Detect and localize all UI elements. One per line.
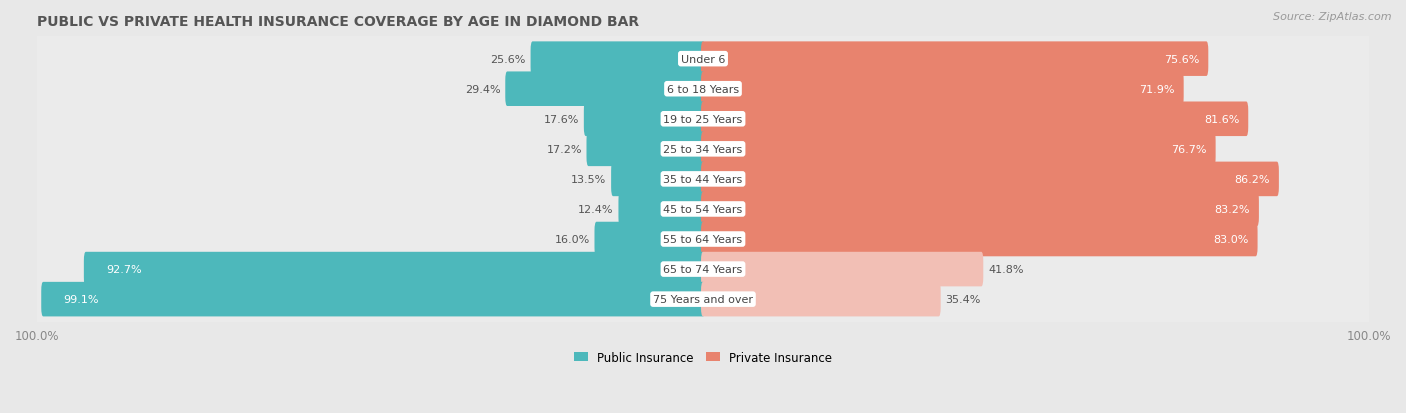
FancyBboxPatch shape xyxy=(702,132,1216,167)
FancyBboxPatch shape xyxy=(34,270,1372,329)
FancyBboxPatch shape xyxy=(612,162,704,197)
FancyBboxPatch shape xyxy=(619,192,704,227)
FancyBboxPatch shape xyxy=(702,222,1257,257)
Text: 81.6%: 81.6% xyxy=(1204,114,1240,124)
FancyBboxPatch shape xyxy=(34,90,1372,149)
Text: 75.6%: 75.6% xyxy=(1164,55,1199,64)
FancyBboxPatch shape xyxy=(702,192,1258,227)
FancyBboxPatch shape xyxy=(702,282,941,317)
Text: 71.9%: 71.9% xyxy=(1139,85,1175,95)
Text: 41.8%: 41.8% xyxy=(988,264,1024,274)
Text: PUBLIC VS PRIVATE HEALTH INSURANCE COVERAGE BY AGE IN DIAMOND BAR: PUBLIC VS PRIVATE HEALTH INSURANCE COVER… xyxy=(37,15,640,29)
FancyBboxPatch shape xyxy=(702,72,1184,107)
Text: 25 to 34 Years: 25 to 34 Years xyxy=(664,145,742,154)
FancyBboxPatch shape xyxy=(34,60,1372,119)
Text: 16.0%: 16.0% xyxy=(554,235,591,244)
Text: 65 to 74 Years: 65 to 74 Years xyxy=(664,264,742,274)
Legend: Public Insurance, Private Insurance: Public Insurance, Private Insurance xyxy=(571,347,835,367)
FancyBboxPatch shape xyxy=(702,42,1208,77)
FancyBboxPatch shape xyxy=(530,42,704,77)
FancyBboxPatch shape xyxy=(41,282,704,317)
Text: 45 to 54 Years: 45 to 54 Years xyxy=(664,204,742,214)
FancyBboxPatch shape xyxy=(34,180,1372,239)
Text: Source: ZipAtlas.com: Source: ZipAtlas.com xyxy=(1274,12,1392,22)
Text: 29.4%: 29.4% xyxy=(465,85,501,95)
Text: 12.4%: 12.4% xyxy=(578,204,614,214)
Text: 99.1%: 99.1% xyxy=(63,294,98,304)
Text: 17.2%: 17.2% xyxy=(547,145,582,154)
FancyBboxPatch shape xyxy=(84,252,704,287)
FancyBboxPatch shape xyxy=(583,102,704,137)
Text: 19 to 25 Years: 19 to 25 Years xyxy=(664,114,742,124)
Text: 6 to 18 Years: 6 to 18 Years xyxy=(666,85,740,95)
FancyBboxPatch shape xyxy=(34,210,1372,269)
Text: 17.6%: 17.6% xyxy=(544,114,579,124)
Text: 13.5%: 13.5% xyxy=(571,174,606,185)
FancyBboxPatch shape xyxy=(702,252,983,287)
FancyBboxPatch shape xyxy=(505,72,704,107)
Text: 55 to 64 Years: 55 to 64 Years xyxy=(664,235,742,244)
Text: Under 6: Under 6 xyxy=(681,55,725,64)
FancyBboxPatch shape xyxy=(34,30,1372,89)
Text: 35.4%: 35.4% xyxy=(945,294,981,304)
Text: 75 Years and over: 75 Years and over xyxy=(652,294,754,304)
FancyBboxPatch shape xyxy=(34,150,1372,209)
Text: 35 to 44 Years: 35 to 44 Years xyxy=(664,174,742,185)
FancyBboxPatch shape xyxy=(595,222,704,257)
Text: 83.0%: 83.0% xyxy=(1213,235,1249,244)
Text: 92.7%: 92.7% xyxy=(105,264,142,274)
Text: 83.2%: 83.2% xyxy=(1215,204,1250,214)
FancyBboxPatch shape xyxy=(34,240,1372,299)
FancyBboxPatch shape xyxy=(702,162,1279,197)
FancyBboxPatch shape xyxy=(34,120,1372,179)
Text: 86.2%: 86.2% xyxy=(1234,174,1270,185)
FancyBboxPatch shape xyxy=(586,132,704,167)
Text: 25.6%: 25.6% xyxy=(491,55,526,64)
FancyBboxPatch shape xyxy=(702,102,1249,137)
Text: 76.7%: 76.7% xyxy=(1171,145,1206,154)
